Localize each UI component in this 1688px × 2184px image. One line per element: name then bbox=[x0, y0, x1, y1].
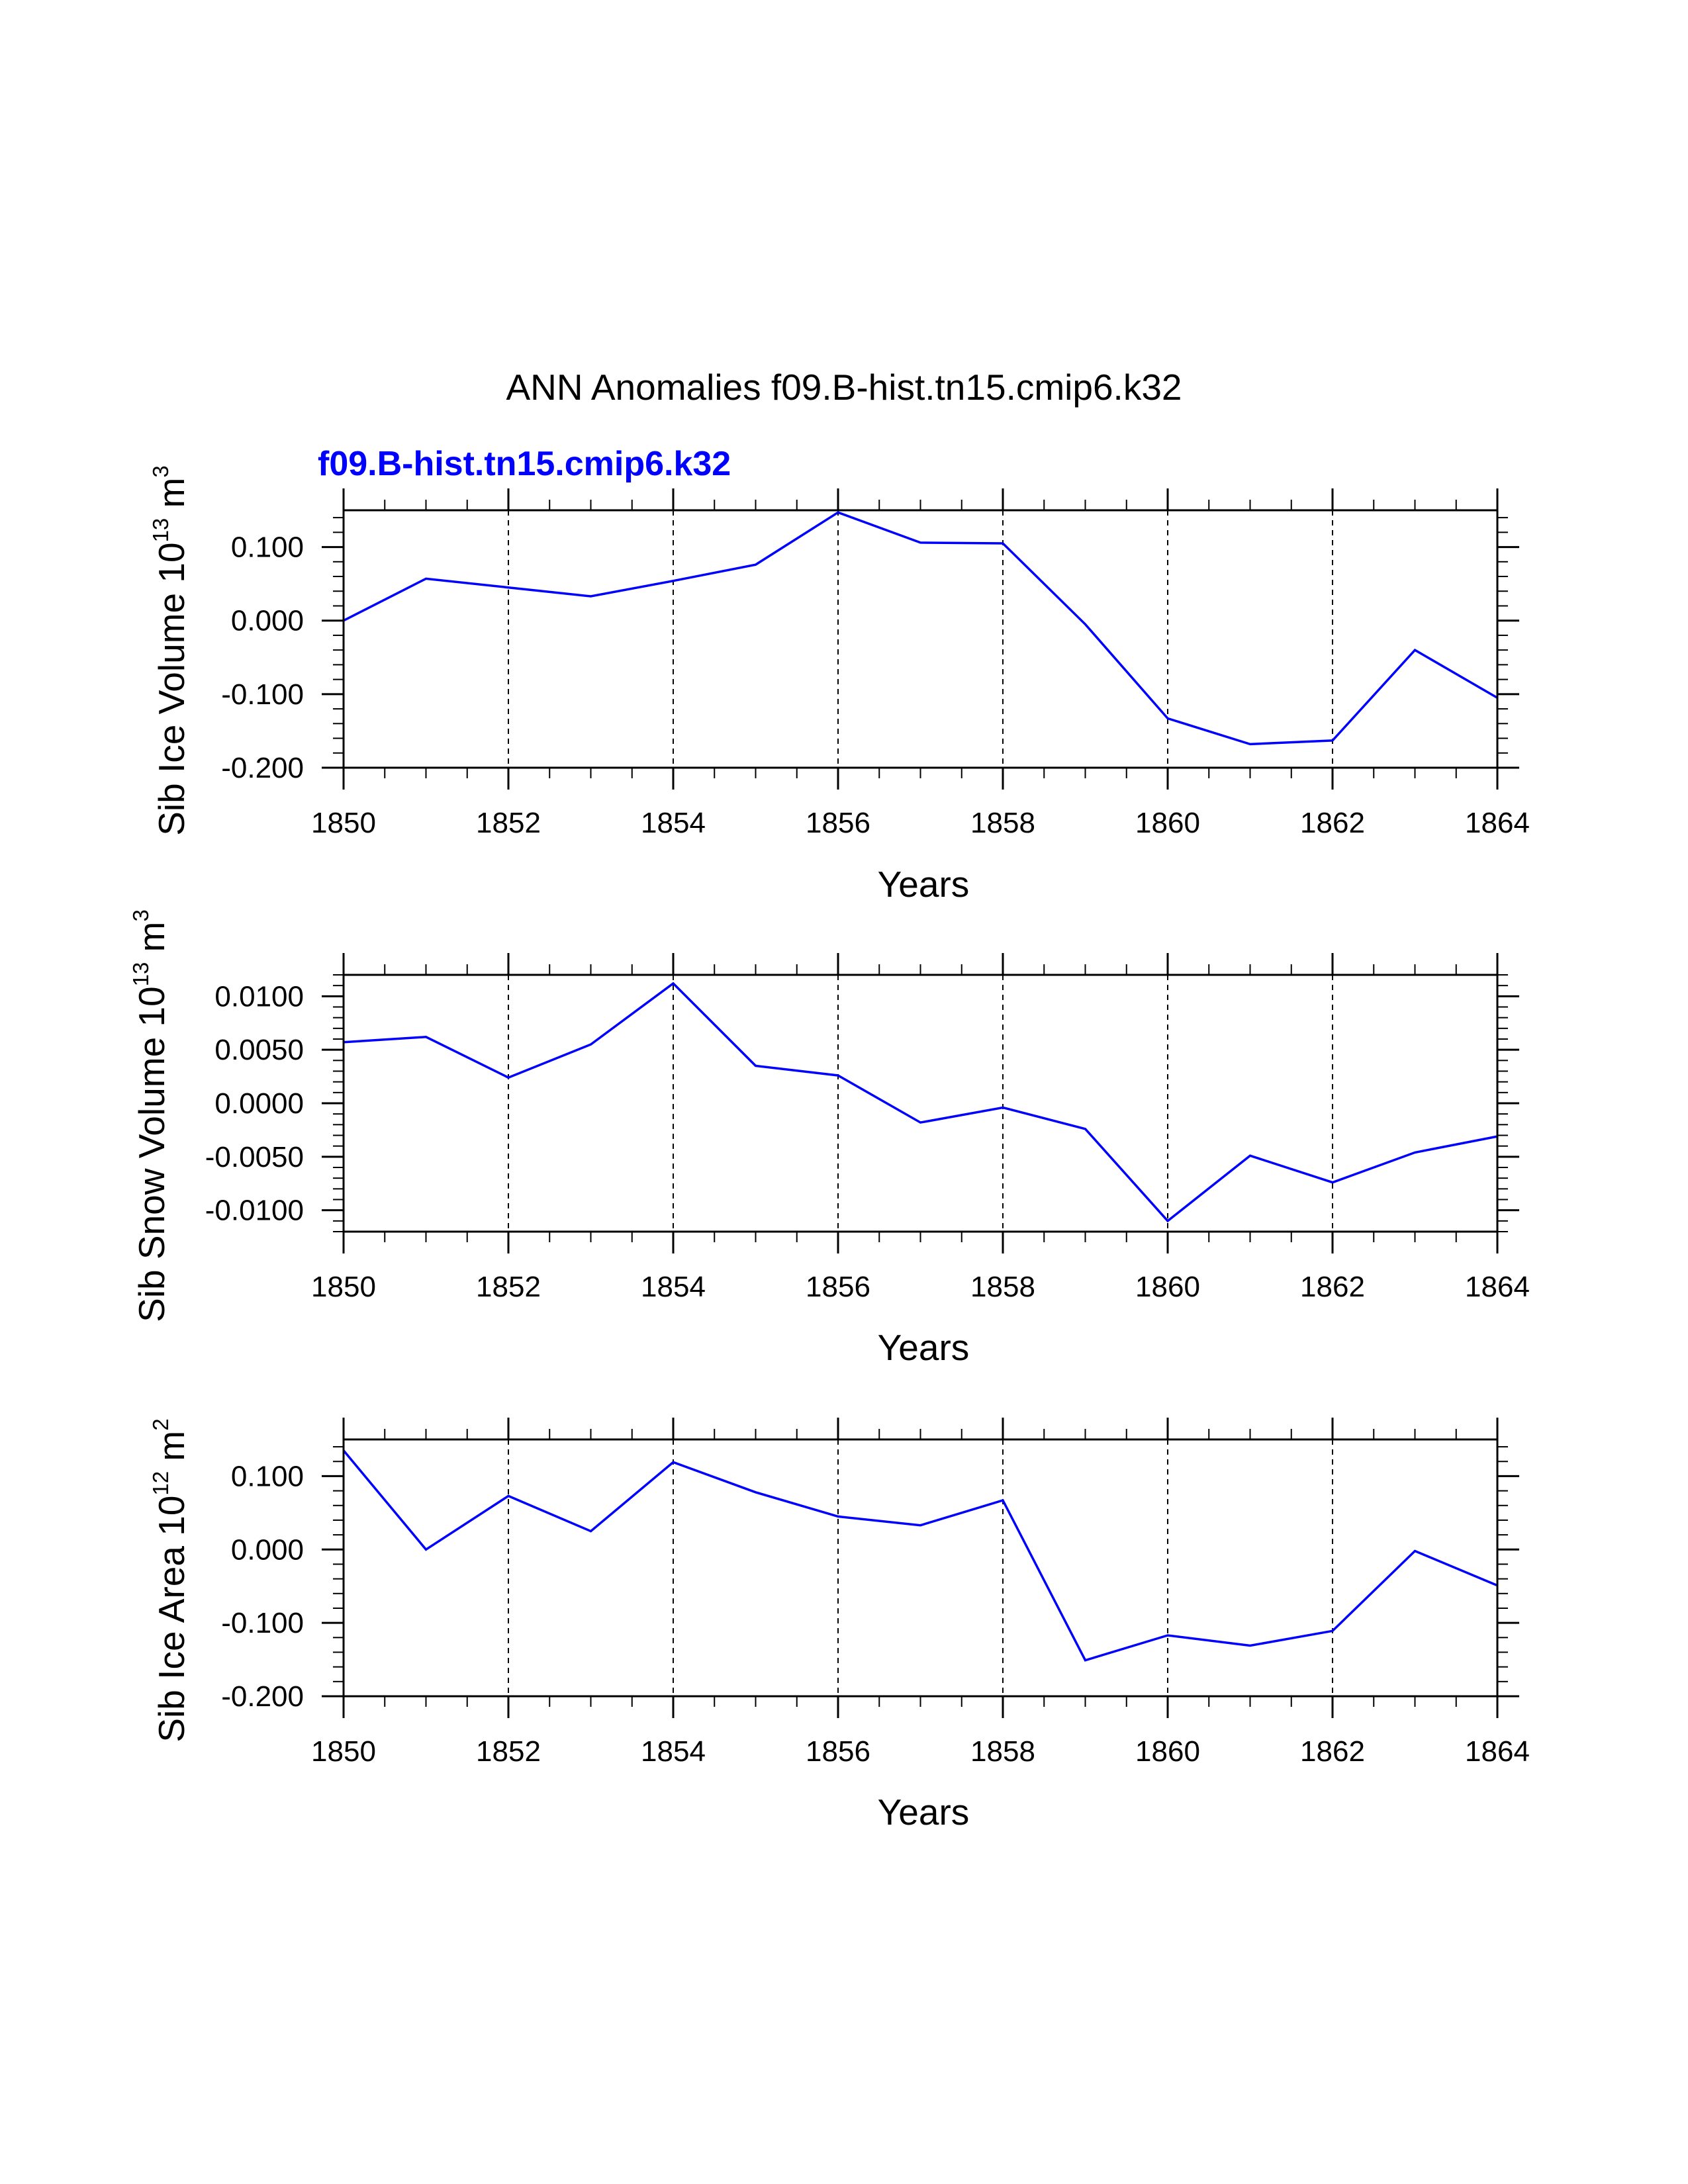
x-tick-label: 1862 bbox=[1300, 807, 1365, 839]
y-tick-label: 0.0100 bbox=[214, 980, 304, 1013]
x-tick-label: 1858 bbox=[970, 807, 1035, 839]
panel-sib-ice-volume: Sib Ice Volume 1013 m3 Years bbox=[148, 465, 969, 905]
x-tick-label: 1852 bbox=[476, 1735, 541, 1768]
x-tick-label: 1850 bbox=[311, 1735, 376, 1768]
panel-sib-snow-volume: Sib Snow Volume 1013 m3 Years bbox=[128, 909, 969, 1368]
x-axis-label: Years bbox=[878, 1792, 970, 1833]
figure-title: ANN Anomalies f09.B-hist.tn15.cmip6.k32 bbox=[506, 367, 1182, 408]
y-axis-label-unit: m bbox=[151, 478, 192, 518]
y-tick-label: -0.0050 bbox=[205, 1141, 304, 1173]
series-line bbox=[343, 981, 1498, 1223]
y-tick-label: 0.000 bbox=[231, 1533, 304, 1566]
x-tick-label: 1854 bbox=[641, 1735, 706, 1768]
y-tick-label: -0.100 bbox=[221, 678, 304, 711]
y-axis-label-unit-exponent: 3 bbox=[148, 465, 173, 477]
panel-sib-ice-area: Sib Ice Area 1012 m2 Years bbox=[148, 1418, 969, 1833]
y-axis-label-exponent: 12 bbox=[148, 1471, 173, 1496]
y-axis-label: Sib Snow Volume 1013 m3 bbox=[128, 909, 172, 1322]
y-tick-label: 0.0050 bbox=[214, 1034, 304, 1066]
series-line bbox=[342, 1449, 1498, 1662]
y-axis-label-text: Sib Snow Volume 10 bbox=[131, 986, 172, 1322]
y-axis-label-exponent: 13 bbox=[128, 962, 153, 987]
x-tick-label: 1858 bbox=[970, 1271, 1035, 1303]
y-tick-label: -0.0100 bbox=[205, 1195, 304, 1227]
y-axis-label-text: Sib Ice Volume 10 bbox=[151, 542, 192, 835]
x-tick-label: 1862 bbox=[1300, 1271, 1365, 1303]
y-tick-label: -0.200 bbox=[221, 752, 304, 784]
y-axis-label-unit-exponent: 2 bbox=[148, 1418, 173, 1430]
x-axis-label: Years bbox=[878, 1327, 970, 1368]
x-tick-label: 1856 bbox=[806, 1271, 870, 1303]
y-tick-label: 0.0000 bbox=[214, 1087, 304, 1120]
x-tick-label: 1862 bbox=[1300, 1735, 1365, 1768]
x-tick-label: 1864 bbox=[1465, 1271, 1530, 1303]
x-tick-label: 1850 bbox=[311, 807, 376, 839]
y-axis-label-unit: m bbox=[131, 921, 172, 962]
y-tick-label: 0.100 bbox=[231, 1460, 304, 1492]
x-tick-label: 1858 bbox=[970, 1735, 1035, 1768]
y-axis-label-unit-exponent: 3 bbox=[128, 909, 153, 921]
y-axis-label-text: Sib Ice Area 10 bbox=[151, 1496, 192, 1743]
x-axis-label: Years bbox=[878, 864, 970, 905]
y-tick-label: 0.100 bbox=[231, 531, 304, 564]
x-tick-label: 1860 bbox=[1135, 807, 1200, 839]
y-tick-label: -0.200 bbox=[221, 1680, 304, 1713]
x-tick-label: 1860 bbox=[1135, 1735, 1200, 1768]
y-axis-label-exponent: 13 bbox=[148, 518, 173, 543]
y-axis-label-unit: m bbox=[151, 1431, 192, 1471]
plot-area-1: 1850 1852 1854 1856 1858 1860 1862 1864 -0.200 -0… bbox=[221, 488, 1530, 839]
x-tick-label: 1864 bbox=[1465, 1735, 1530, 1768]
plot-area-2: 1850 1852 1854 1856 1858 1860 1862 1864 -0.0100 -… bbox=[205, 953, 1530, 1303]
x-tick-label: 1856 bbox=[806, 1735, 870, 1768]
x-tick-label: 1854 bbox=[641, 1271, 706, 1303]
plot-layer: 1850 1852 1854 1856 1858 1860 1862 1864 -0.200 -0… bbox=[205, 488, 1530, 1768]
x-tick-label: 1850 bbox=[311, 1271, 376, 1303]
y-axis-label: Sib Ice Area 1012 m2 bbox=[148, 1418, 192, 1742]
x-tick-label: 1852 bbox=[476, 1271, 541, 1303]
series-legend-label: f09.B-hist.tn15.cmip6.k32 bbox=[318, 445, 731, 483]
series-line bbox=[343, 511, 1498, 746]
y-axis-label: Sib Ice Volume 1013 m3 bbox=[148, 465, 192, 836]
plot-area-3: 1850 1852 1854 1856 1858 1860 1862 1864 -0.200 -0… bbox=[221, 1418, 1530, 1768]
x-tick-label: 1854 bbox=[641, 807, 706, 839]
y-tick-label: -0.100 bbox=[221, 1607, 304, 1639]
x-tick-label: 1856 bbox=[806, 807, 870, 839]
x-tick-label: 1852 bbox=[476, 807, 541, 839]
x-tick-label: 1864 bbox=[1465, 807, 1530, 839]
x-tick-label: 1860 bbox=[1135, 1271, 1200, 1303]
y-tick-label: 0.000 bbox=[231, 605, 304, 637]
